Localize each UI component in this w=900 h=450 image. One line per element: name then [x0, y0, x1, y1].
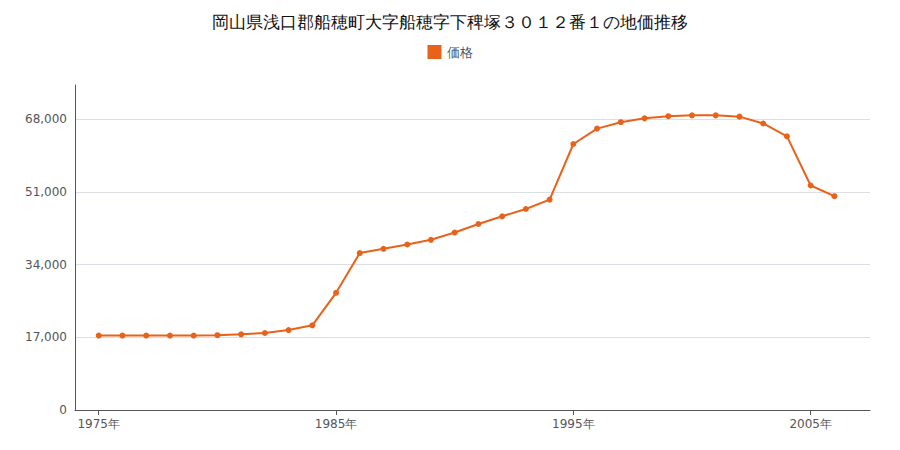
- svg-text:岡山県浅口郡船穂町大字船穂字下稗塚３０１２番１の地価推移: 岡山県浅口郡船穂町大字船穂字下稗塚３０１２番１の地価推移: [212, 12, 688, 32]
- svg-text:1985年: 1985年: [315, 417, 358, 431]
- svg-text:1995年: 1995年: [552, 417, 595, 431]
- svg-text:1975年: 1975年: [77, 417, 120, 431]
- svg-text:34,000: 34,000: [25, 258, 67, 272]
- svg-text:0: 0: [59, 403, 67, 417]
- svg-text:2005年: 2005年: [789, 417, 832, 431]
- svg-text:17,000: 17,000: [25, 330, 67, 344]
- svg-text:51,000: 51,000: [25, 185, 67, 199]
- svg-text:価格: 価格: [447, 45, 473, 60]
- svg-text:68,000: 68,000: [25, 112, 67, 126]
